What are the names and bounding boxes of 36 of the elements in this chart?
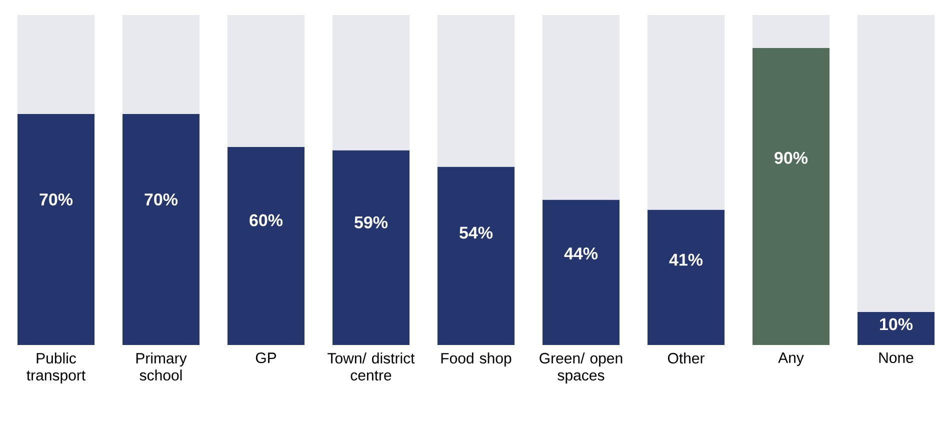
bar: [228, 146, 305, 345]
data-label: 70%: [40, 193, 73, 206]
data-label: 60%: [250, 214, 283, 226]
bar: [332, 150, 410, 345]
x-tick-label: Public transport: [26, 352, 86, 384]
x-tick-label: Any: [778, 352, 804, 366]
x-tick-label: GP: [256, 352, 276, 364]
x-tick-label: Other: [668, 352, 705, 364]
bar: [752, 48, 830, 345]
bar: [542, 200, 620, 345]
bar: [332, 14, 410, 150]
bar: [18, 14, 95, 114]
bar: [752, 14, 830, 48]
x-tick-label: Green/ open spaces: [540, 352, 622, 384]
data-label: 90%: [774, 152, 808, 164]
bar: [648, 210, 725, 345]
bar: [228, 14, 305, 147]
x-tick-label: None: [879, 352, 914, 363]
bar: [542, 14, 620, 200]
data-label: 70%: [144, 193, 178, 206]
data-label: 44%: [564, 248, 598, 260]
x-tick-label: Town/ district centre: [328, 352, 415, 381]
bar: [648, 14, 725, 210]
data-label: 54%: [460, 226, 493, 239]
bar: [858, 312, 935, 345]
bar: [122, 114, 200, 345]
x-tick-label: Food shop: [441, 352, 512, 367]
bar: [18, 114, 95, 345]
bar: [122, 14, 200, 114]
bar: [858, 14, 935, 312]
bar: [438, 166, 515, 345]
data-label: 41%: [669, 254, 703, 266]
bar: [438, 14, 515, 167]
data-label: 10%: [880, 318, 913, 330]
x-tick-label: Primary school: [136, 352, 187, 381]
data-label: 59%: [354, 216, 388, 228]
